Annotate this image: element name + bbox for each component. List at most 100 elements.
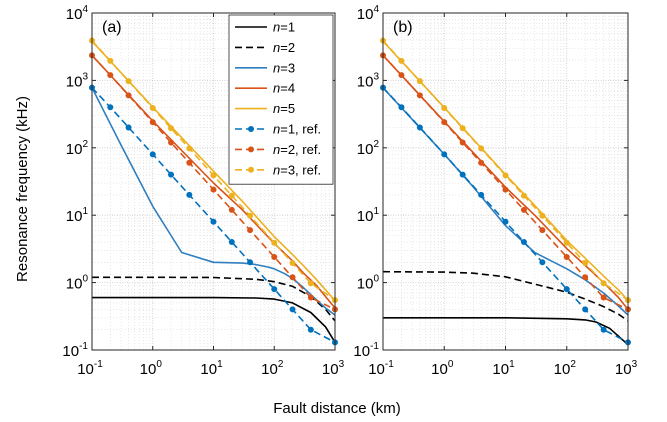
grid	[383, 13, 628, 350]
legend-entry: n=2, ref.	[273, 142, 321, 157]
legend-entry: n=2	[273, 40, 295, 55]
data-point	[478, 191, 485, 198]
legend-entry: n=1, ref.	[273, 122, 321, 137]
data-point	[149, 104, 156, 111]
data-point	[289, 260, 296, 267]
data-point	[416, 92, 423, 99]
data-point	[582, 260, 589, 267]
data-point	[520, 239, 527, 246]
data-point	[441, 119, 448, 126]
data-point	[168, 139, 175, 146]
data-point	[398, 104, 405, 111]
data-point	[247, 259, 254, 266]
series-line-2	[382, 270, 629, 322]
y-tick-label: 100	[357, 274, 380, 293]
data-point	[502, 186, 509, 193]
data-point	[416, 124, 423, 131]
y-tick-label: 102	[357, 139, 380, 158]
data-point	[539, 259, 546, 266]
legend-marker	[248, 146, 254, 153]
legend-entry: n=3	[273, 60, 295, 75]
series-group	[380, 37, 631, 346]
data-point	[459, 171, 466, 178]
x-tick-label: 10-1	[77, 359, 103, 378]
data-point	[582, 274, 589, 281]
data-point	[125, 124, 132, 131]
legend-entry: n=1	[273, 20, 295, 35]
data-point	[478, 159, 485, 166]
data-point	[478, 145, 485, 152]
y-tick-label: 100	[66, 274, 89, 293]
legend-marker	[248, 166, 254, 173]
x-tick-label: 103	[322, 359, 345, 378]
data-point	[289, 306, 296, 313]
y-tick-label: 103	[66, 71, 89, 90]
x-tick-label: 103	[615, 359, 638, 378]
data-point	[539, 227, 546, 234]
legend-entry: n=5	[273, 101, 295, 116]
data-point	[600, 280, 607, 287]
data-point	[459, 139, 466, 146]
data-point	[271, 253, 278, 260]
data-point	[600, 294, 607, 301]
data-point	[520, 192, 527, 199]
data-point	[247, 227, 254, 234]
data-point	[168, 171, 175, 178]
data-point	[107, 72, 114, 79]
data-point	[168, 125, 175, 132]
tick-marks	[382, 12, 629, 351]
data-point	[307, 326, 314, 333]
data-point	[441, 104, 448, 111]
data-point	[398, 72, 405, 79]
y-tick-label: 10-1	[353, 341, 379, 360]
series-line-1	[92, 296, 336, 343]
data-point	[563, 286, 570, 293]
data-point	[563, 239, 570, 246]
data-point	[441, 151, 448, 158]
x-tick-label: 101	[492, 359, 515, 378]
series-line-2	[92, 276, 336, 322]
data-point	[502, 172, 509, 179]
x-tick-label: 101	[200, 359, 223, 378]
data-point	[149, 119, 156, 126]
data-point	[210, 186, 217, 193]
data-point	[149, 151, 156, 158]
data-point	[186, 159, 193, 166]
series-line-1	[383, 316, 629, 346]
series-line-4	[91, 54, 336, 309]
panel-label: (a)	[102, 19, 122, 36]
series-group	[89, 37, 338, 346]
x-tick-label: 10-1	[368, 359, 394, 378]
data-point	[210, 172, 217, 179]
legend-box	[228, 14, 334, 185]
data-point	[520, 206, 527, 213]
data-point	[539, 212, 546, 219]
data-point	[125, 78, 132, 85]
data-point	[271, 239, 278, 246]
legend-marker	[248, 126, 254, 132]
legend-entry: n=3, ref.	[273, 162, 321, 177]
legend: n=1 n=2 n=3 n=4 n=5 n=1, ref. n=2, ref. n=3, re…	[228, 14, 334, 185]
data-point	[186, 145, 193, 152]
y-axis-label: Resonance frequency (kHz)	[14, 96, 31, 282]
y-tick-label: 101	[66, 206, 89, 225]
panel-label: (b)	[393, 19, 413, 36]
data-point	[107, 104, 114, 111]
data-point	[416, 78, 423, 85]
series-line-5	[91, 40, 336, 302]
data-point	[289, 274, 296, 281]
x-tick-label: 102	[554, 359, 577, 378]
x-tick-label: 102	[261, 359, 284, 378]
data-point	[459, 125, 466, 132]
data-point	[563, 253, 570, 260]
legend-entry: n=4	[273, 81, 295, 96]
data-point	[398, 57, 405, 64]
data-point	[582, 306, 589, 313]
y-tick-label: 102	[66, 139, 89, 158]
y-tick-label: 101	[357, 206, 380, 225]
y-tick-label: 103	[357, 71, 380, 90]
x-tick-label: 100	[431, 359, 454, 378]
data-point	[107, 57, 114, 64]
x-tick-label: 100	[140, 359, 163, 378]
